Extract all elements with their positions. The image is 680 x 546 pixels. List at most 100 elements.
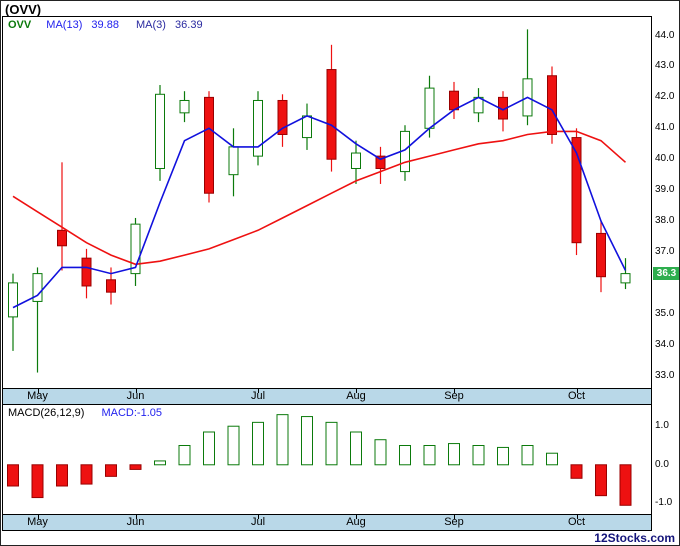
price-tick-label: 41.0 [655, 122, 675, 134]
price-tick-label: 44.0 [655, 29, 675, 41]
candle-down [204, 96, 214, 194]
ma13-line [12, 130, 627, 266]
candlestick-chart [8, 29, 631, 373]
legend-ma3-label: MA(3) [136, 19, 166, 31]
macd-bar-positive [399, 445, 411, 466]
macd-bar-positive [252, 421, 264, 466]
candle-down [277, 99, 288, 135]
macd-bar-negative [619, 464, 632, 506]
month-axis-top: May Jun Jul Aug Sep Oct [2, 389, 652, 405]
macd-bar-negative [80, 464, 93, 485]
candle-down [106, 279, 116, 293]
legend-ma13-value: 39.88 [91, 19, 119, 31]
month-label: May [27, 390, 48, 402]
macd-label: MACD(26,12,9) [8, 407, 85, 419]
month-label: Oct [567, 516, 586, 528]
price-axis: 36.3 44.0 43.0 42.0 41.0 40.0 39.0 38.0 37.0 35.… [653, 17, 679, 388]
candle-down [571, 137, 582, 244]
candle-down [449, 90, 459, 111]
macd-bar-positive [350, 431, 362, 466]
candle-down [326, 69, 337, 160]
candle-up [253, 99, 263, 157]
macd-bar-negative [570, 464, 583, 479]
month-tick [135, 389, 137, 393]
candle-up [228, 146, 239, 176]
macd-bar-positive [472, 445, 485, 466]
current-price-flag: 36.3 [653, 266, 679, 280]
legend-ma3-value: 36.39 [175, 19, 203, 31]
macd-bar-positive [546, 452, 558, 466]
macd-tick-label: 0.0 [655, 458, 669, 470]
price-legend: OVV MA(13) 39.88 MA(3) 36.39 [8, 19, 203, 31]
month-label: Sep [444, 390, 464, 402]
macd-bar-negative [129, 464, 142, 470]
month-label: Oct [567, 390, 586, 402]
candle-up [179, 99, 190, 114]
macd-value: MACD:-1.05 [101, 407, 163, 419]
month-tick [454, 389, 455, 393]
candle-down [547, 75, 557, 135]
page-title: (OVV) [5, 2, 42, 17]
macd-bar-negative [7, 464, 19, 487]
month-tick [135, 515, 137, 519]
macd-bar-positive [276, 414, 289, 466]
month-tick [454, 515, 455, 519]
price-tick-label: 43.0 [655, 60, 675, 72]
candle-up [32, 273, 43, 302]
price-tick-label: 38.0 [655, 215, 675, 227]
month-label: Jul [250, 516, 266, 528]
price-tick-label: 33.0 [655, 369, 675, 381]
price-panel: OVV MA(13) 39.88 MA(3) 36.39 [2, 16, 652, 389]
candle-down [57, 229, 67, 247]
candle-up [620, 273, 631, 284]
macd-histogram [7, 414, 632, 506]
macd-bar-positive [301, 416, 313, 466]
brand-link[interactable]: 12Stocks.com [594, 531, 675, 545]
ma3-line [12, 96, 627, 309]
macd-bar-negative [31, 464, 44, 499]
macd-axis: 1.0 0.0 -1.0 [653, 405, 679, 513]
candle-down [596, 232, 606, 278]
macd-bar-positive [374, 439, 387, 466]
candle-up [8, 282, 18, 318]
candle-down [81, 257, 92, 287]
macd-bar-positive [325, 421, 338, 466]
price-tick-label: 40.0 [655, 153, 675, 165]
month-tick [258, 389, 259, 393]
macd-bar-positive [178, 445, 191, 466]
macd-bar-positive [448, 443, 460, 466]
month-label: Aug [346, 516, 366, 528]
macd-bar-positive [423, 445, 436, 466]
month-label: May [27, 516, 48, 528]
macd-bar-positive [154, 460, 166, 466]
month-label: Jun [126, 390, 145, 402]
macd-tick-label: -1.0 [655, 497, 673, 509]
macd-bar-positive [227, 425, 240, 466]
candle-up [155, 93, 165, 169]
macd-tick-label: 1.0 [655, 420, 669, 432]
macd-panel: MACD(26,12,9) MACD:-1.05 [2, 405, 652, 515]
month-tick [37, 515, 39, 519]
macd-bar-positive [203, 431, 215, 466]
macd-bar-positive [497, 446, 509, 466]
candle-up [424, 87, 435, 129]
month-tick [37, 389, 39, 393]
price-tick-label: 35.0 [655, 307, 675, 319]
month-tick [356, 515, 357, 519]
price-tick-label: 42.0 [655, 91, 675, 103]
candle-up [302, 115, 312, 139]
legend-ma13-label: MA(13) [46, 19, 83, 31]
month-label: Sep [444, 516, 464, 528]
month-label: Jul [250, 390, 266, 402]
macd-legend: MACD(26,12,9) MACD:-1.05 [8, 407, 162, 419]
price-tick-label: 34.0 [655, 338, 675, 350]
month-label: Jun [126, 516, 145, 528]
price-tick-label: 37.0 [655, 245, 675, 257]
price-tick-label: 39.0 [655, 184, 675, 196]
macd-bar-negative [105, 464, 117, 477]
candle-up [130, 223, 141, 275]
month-tick [258, 515, 259, 519]
macd-bar-positive [521, 445, 534, 466]
macd-bar-negative [56, 464, 68, 487]
